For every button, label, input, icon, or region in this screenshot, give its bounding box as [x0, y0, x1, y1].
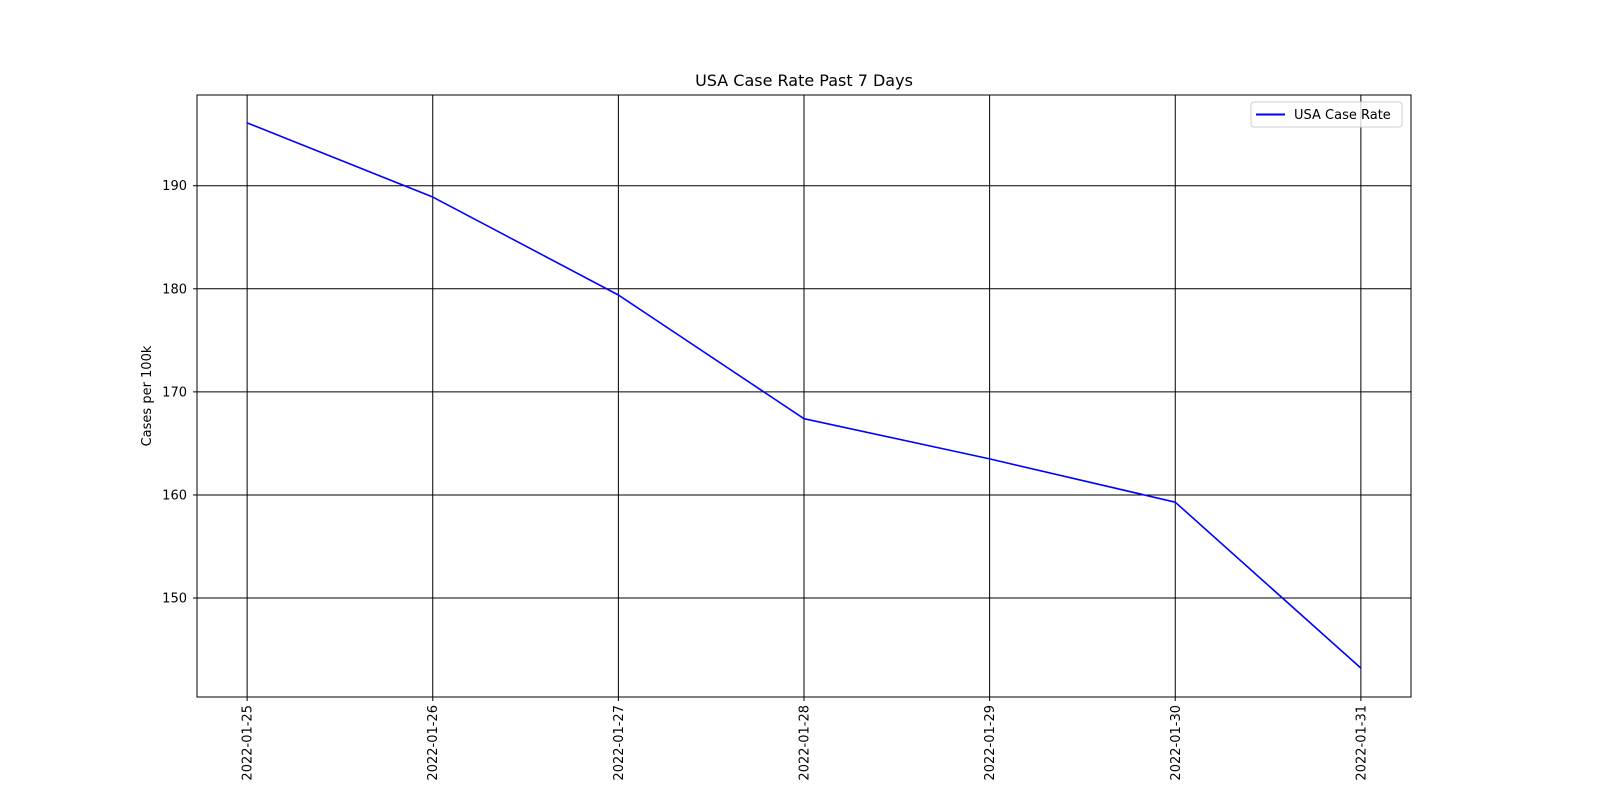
legend: USA Case Rate: [1251, 102, 1402, 127]
grid-lines: [197, 95, 1411, 697]
x-axis-ticks: 2022-01-25 2022-01-26 2022-01-27 2022-01-28…: [241, 697, 1370, 781]
x-tick-label: 2022-01-30: [1169, 705, 1184, 781]
y-axis-ticks: 150 160 170 180 190: [162, 179, 197, 606]
x-tick-label: 2022-01-27: [612, 705, 627, 781]
x-tick-label: 2022-01-29: [983, 705, 998, 781]
x-tick-label: 2022-01-28: [798, 705, 813, 781]
y-tick-label: 190: [162, 179, 187, 194]
y-tick-label: 150: [162, 592, 187, 607]
y-tick-label: 180: [162, 282, 187, 297]
y-tick-label: 160: [162, 488, 187, 503]
chart-title: USA Case Rate Past 7 Days: [695, 71, 913, 90]
x-tick-label: 2022-01-31: [1354, 705, 1369, 781]
legend-label: USA Case Rate: [1294, 108, 1391, 123]
y-axis-title: Cases per 100k: [140, 345, 155, 446]
x-tick-label: 2022-01-25: [241, 705, 256, 781]
x-tick-label: 2022-01-26: [426, 705, 441, 781]
y-tick-label: 170: [162, 385, 187, 400]
